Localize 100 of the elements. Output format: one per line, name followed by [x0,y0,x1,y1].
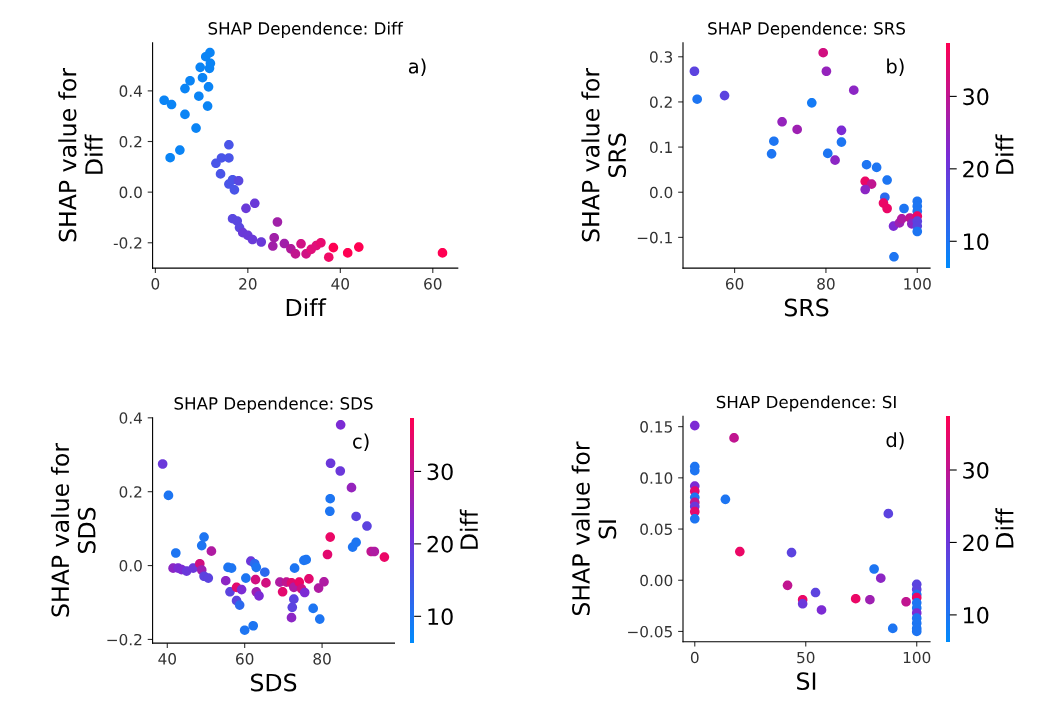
point [912,226,923,237]
point [882,203,892,214]
chart-title: SHAP Dependence: Diff [208,21,404,38]
point [830,155,840,165]
chart-title: SHAP Dependence: SI [716,395,896,412]
y-axis-title: SHAP value for SI [571,441,617,616]
y-tick-label: 0.0 [119,186,142,199]
point [818,47,828,58]
point [180,83,190,94]
point [786,547,797,558]
point [871,162,882,173]
point [267,241,278,251]
point [792,124,802,135]
point [836,137,847,147]
y-tick-label: 0.0 [119,560,142,572]
color-bar-label: 20 [427,535,453,553]
point [729,433,739,443]
x-tick-label: 40 [331,278,350,290]
y-tick-label: 0.2 [119,135,142,148]
point [887,623,898,634]
x-tick-label: 0 [151,278,160,290]
y-axis-title: SHAP value for SRS [581,67,627,242]
point [720,494,731,505]
point [836,125,847,136]
color-bar-label: 30 [963,88,989,106]
y-tick-label: −0.1 [637,231,672,244]
point [191,123,201,133]
point [195,62,206,73]
y-tick-label: −0.2 [107,633,142,646]
point [180,109,190,120]
point [782,580,793,591]
color-bar-label: 10 [964,606,989,624]
point [875,573,886,584]
chart-title: SHAP Dependence: SDS [174,396,373,413]
point [256,237,267,247]
y-tick-label: -0.2 [113,237,142,249]
point [692,94,702,105]
point [323,252,334,263]
x-axis-title: SRS [784,298,829,317]
y-tick-label: 0.2 [649,96,672,108]
y-tick-label: 0.0 [649,186,673,199]
point [883,508,894,519]
y-tick-label: 0.05 [640,523,672,536]
color-bar-label: 20 [963,160,989,178]
y-tick-label: 0.10 [640,472,673,484]
point [159,95,169,106]
point [328,242,339,253]
point [735,546,745,557]
x-tick-label: 100 [904,278,931,290]
point [766,149,777,159]
point [354,242,364,252]
x-axis-title: Diff [286,298,327,317]
y-tick-label: 0.3 [649,51,673,63]
color-bar-label: 30 [963,461,989,479]
point [777,116,787,127]
point [860,184,871,195]
point [850,593,861,604]
y-tick-label: 0.4 [119,85,143,97]
point [203,82,214,92]
point [202,101,213,111]
point [247,234,258,245]
point [865,594,875,605]
point [316,237,326,248]
point [822,148,833,159]
point [233,175,244,186]
x-tick-label: 60 [424,278,442,290]
x-axis-title: SDS [250,673,297,692]
point [821,66,832,77]
point [719,90,730,101]
point [899,203,909,214]
annotation: a) [408,58,426,76]
point [869,564,879,574]
point [848,85,859,95]
point [290,249,301,259]
x-tick-label: 50 [797,651,815,664]
point [816,605,827,615]
x-tick-label: 20 [239,278,257,290]
point [185,75,195,86]
point [866,179,877,189]
x-tick-label: 0 [690,651,699,664]
annotation: b) [887,58,904,76]
point [229,185,240,195]
point [272,217,283,227]
point [269,232,279,243]
point [689,420,700,431]
point [889,251,899,262]
y-tick-label: 0.4 [119,412,143,424]
point [806,98,817,108]
y-tick-label: 0.1 [649,141,672,154]
x-tick-label: 80 [313,653,331,665]
point [224,139,234,150]
point [810,587,821,598]
x-tick-label: 80 [817,278,835,290]
chart-title: SHAP Dependence: SRS [708,21,905,38]
point [194,91,204,102]
x-tick-label: 60 [236,653,254,665]
point [901,596,911,607]
point [882,175,892,185]
color-bar-title: Diff [995,507,1014,548]
point [342,248,353,258]
